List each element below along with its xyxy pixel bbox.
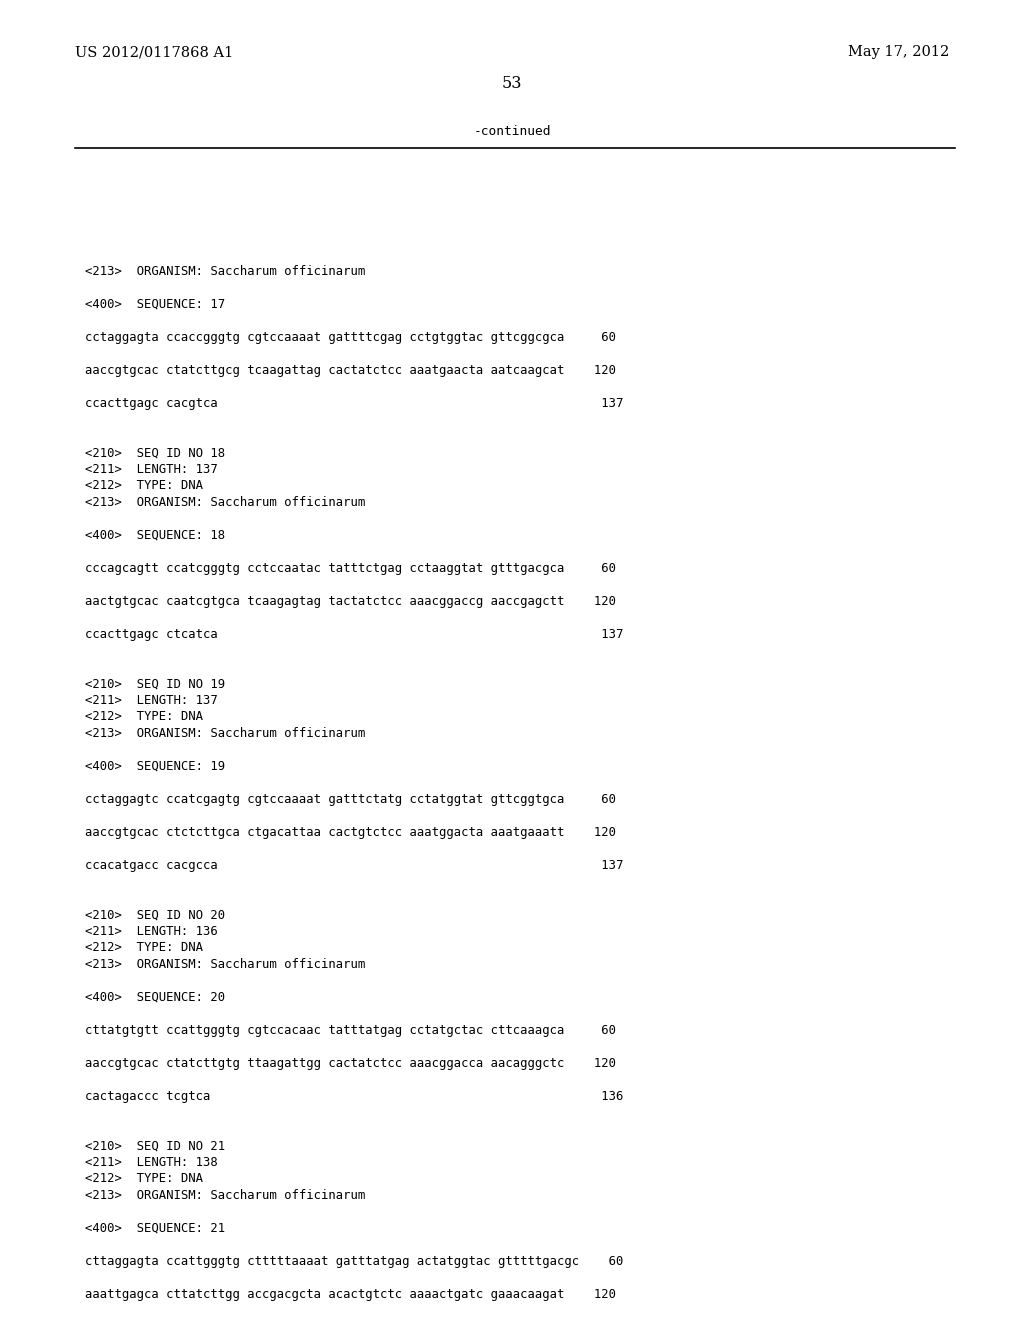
Text: <400>  SEQUENCE: 19: <400> SEQUENCE: 19 bbox=[85, 760, 225, 774]
Text: US 2012/0117868 A1: US 2012/0117868 A1 bbox=[75, 45, 233, 59]
Text: ccacttgagc cacgtca                                                    137: ccacttgagc cacgtca 137 bbox=[85, 397, 624, 411]
Text: cctaggagta ccaccgggtg cgtccaaaat gattttcgag cctgtggtac gttcggcgca     60: cctaggagta ccaccgggtg cgtccaaaat gattttc… bbox=[85, 331, 616, 345]
Text: May 17, 2012: May 17, 2012 bbox=[848, 45, 949, 59]
Text: ccacttgagc ctcatca                                                    137: ccacttgagc ctcatca 137 bbox=[85, 628, 624, 642]
Text: <211>  LENGTH: 137: <211> LENGTH: 137 bbox=[85, 694, 218, 708]
Text: <210>  SEQ ID NO 18: <210> SEQ ID NO 18 bbox=[85, 446, 225, 459]
Text: <213>  ORGANISM: Saccharum officinarum: <213> ORGANISM: Saccharum officinarum bbox=[85, 1189, 366, 1203]
Text: aaccgtgcac ctatcttgcg tcaagattag cactatctcc aaatgaacta aatcaagcat    120: aaccgtgcac ctatcttgcg tcaagattag cactatc… bbox=[85, 364, 616, 378]
Text: -continued: -continued bbox=[473, 125, 551, 139]
Text: <212>  TYPE: DNA: <212> TYPE: DNA bbox=[85, 941, 203, 954]
Text: cccagcagtt ccatcgggtg cctccaatac tatttctgag cctaaggtat gtttgacgca     60: cccagcagtt ccatcgggtg cctccaatac tatttct… bbox=[85, 562, 616, 576]
Text: <211>  LENGTH: 138: <211> LENGTH: 138 bbox=[85, 1156, 218, 1170]
Text: cactagaccc tcgtca                                                     136: cactagaccc tcgtca 136 bbox=[85, 1090, 624, 1104]
Text: aactgtgcac caatcgtgca tcaagagtag tactatctcc aaacggaccg aaccgagctt    120: aactgtgcac caatcgtgca tcaagagtag tactatc… bbox=[85, 595, 616, 609]
Text: <213>  ORGANISM: Saccharum officinarum: <213> ORGANISM: Saccharum officinarum bbox=[85, 496, 366, 510]
Text: <213>  ORGANISM: Saccharum officinarum: <213> ORGANISM: Saccharum officinarum bbox=[85, 265, 366, 279]
Text: aaccgtgcac ctctcttgca ctgacattaa cactgtctcc aaatggacta aaatgaaatt    120: aaccgtgcac ctctcttgca ctgacattaa cactgtc… bbox=[85, 826, 616, 840]
Text: <400>  SEQUENCE: 18: <400> SEQUENCE: 18 bbox=[85, 529, 225, 543]
Text: <210>  SEQ ID NO 20: <210> SEQ ID NO 20 bbox=[85, 908, 225, 921]
Text: <212>  TYPE: DNA: <212> TYPE: DNA bbox=[85, 1172, 203, 1185]
Text: 53: 53 bbox=[502, 75, 522, 92]
Text: <213>  ORGANISM: Saccharum officinarum: <213> ORGANISM: Saccharum officinarum bbox=[85, 727, 366, 741]
Text: aaccgtgcac ctatcttgtg ttaagattgg cactatctcc aaacggacca aacagggctc    120: aaccgtgcac ctatcttgtg ttaagattgg cactatc… bbox=[85, 1057, 616, 1071]
Text: cctaggagtc ccatcgagtg cgtccaaaat gatttctatg cctatggtat gttcggtgca     60: cctaggagtc ccatcgagtg cgtccaaaat gatttct… bbox=[85, 793, 616, 807]
Text: cttaggagta ccattgggtg ctttttaaaat gatttatgag actatggtac gtttttgacgc    60: cttaggagta ccattgggtg ctttttaaaat gattta… bbox=[85, 1255, 624, 1269]
Text: <400>  SEQUENCE: 17: <400> SEQUENCE: 17 bbox=[85, 298, 225, 312]
Text: <400>  SEQUENCE: 20: <400> SEQUENCE: 20 bbox=[85, 991, 225, 1005]
Text: <212>  TYPE: DNA: <212> TYPE: DNA bbox=[85, 710, 203, 723]
Text: <400>  SEQUENCE: 21: <400> SEQUENCE: 21 bbox=[85, 1222, 225, 1236]
Text: ccacatgacc cacgcca                                                    137: ccacatgacc cacgcca 137 bbox=[85, 859, 624, 873]
Text: <211>  LENGTH: 137: <211> LENGTH: 137 bbox=[85, 463, 218, 477]
Text: aaattgagca cttatcttgg accgacgcta acactgtctc aaaactgatc gaaacaagat    120: aaattgagca cttatcttgg accgacgcta acactgt… bbox=[85, 1288, 616, 1302]
Text: <212>  TYPE: DNA: <212> TYPE: DNA bbox=[85, 479, 203, 492]
Text: <211>  LENGTH: 136: <211> LENGTH: 136 bbox=[85, 925, 218, 939]
Text: <210>  SEQ ID NO 21: <210> SEQ ID NO 21 bbox=[85, 1139, 225, 1152]
Text: <210>  SEQ ID NO 19: <210> SEQ ID NO 19 bbox=[85, 677, 225, 690]
Text: cttatgtgtt ccattgggtg cgtccacaac tatttatgag cctatgctac cttcaaagca     60: cttatgtgtt ccattgggtg cgtccacaac tatttat… bbox=[85, 1024, 616, 1038]
Text: <213>  ORGANISM: Saccharum officinarum: <213> ORGANISM: Saccharum officinarum bbox=[85, 958, 366, 972]
